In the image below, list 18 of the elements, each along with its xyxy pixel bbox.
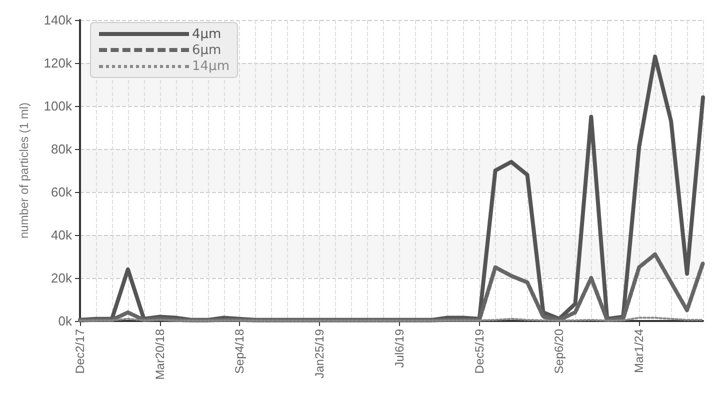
y-tick-label: 100k — [44, 98, 72, 114]
x-tick-label: Mar1/24 — [632, 328, 646, 374]
y-tick-label: 120k — [44, 56, 72, 70]
x-tick-label: Dec2/17 — [73, 328, 87, 374]
y-tick-label: 20k — [51, 270, 72, 286]
y-tick-label: 40k — [51, 228, 72, 242]
y-axis-title: number of particles (1 ml) — [17, 102, 31, 239]
x-tick-label: Sep6/20 — [552, 328, 566, 374]
y-tick-label: 140k — [44, 12, 72, 28]
x-tick-label: Jan25/19 — [312, 328, 327, 378]
y-tick-label: 80k — [51, 142, 72, 156]
legend-panel: 4μm 6μm 14μm — [90, 22, 238, 78]
y-tick-label: 60k — [51, 184, 72, 200]
y-tick-label: 0k — [58, 314, 72, 328]
x-tick-label: Sep4/18 — [232, 328, 247, 374]
x-tick-label: Jul6/19 — [392, 328, 406, 368]
x-tick-label: Mar20/18 — [152, 328, 167, 380]
x-tick-label: Dec5/19 — [472, 328, 486, 374]
